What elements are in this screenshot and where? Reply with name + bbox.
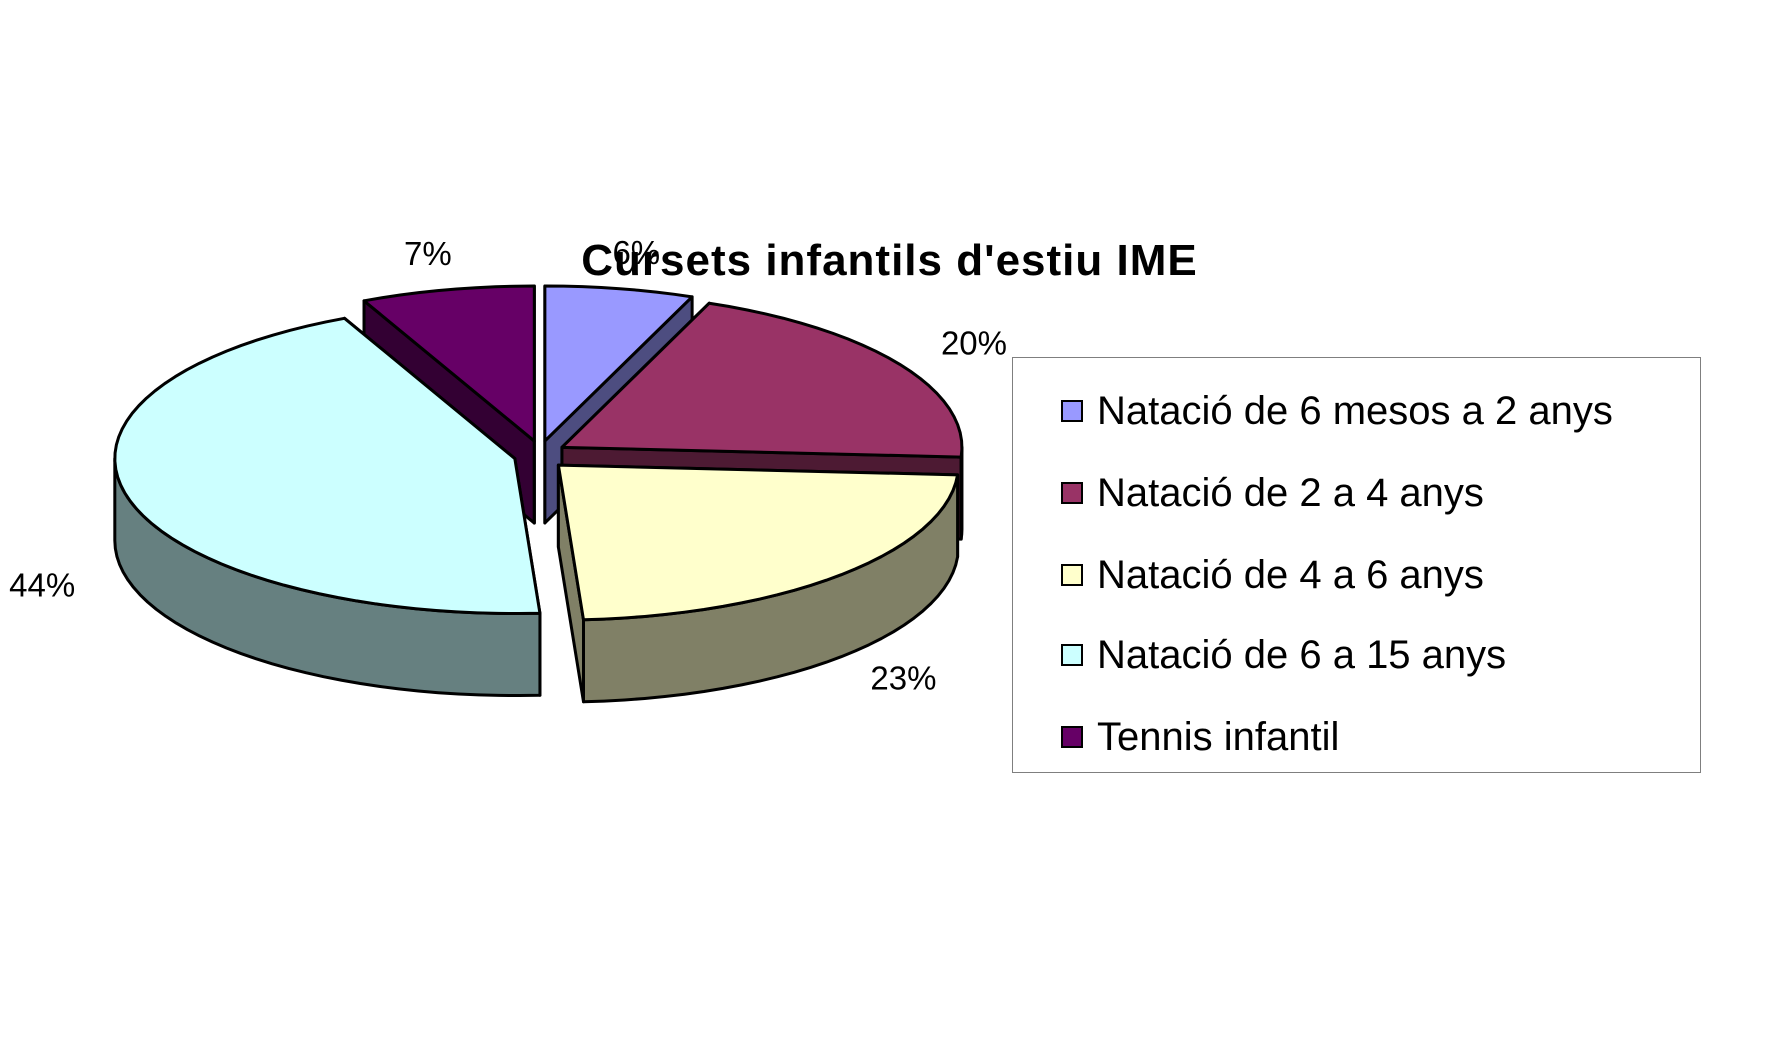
legend-label: Natació de 6 a 15 anys xyxy=(1097,632,1507,677)
legend-swatch xyxy=(1061,644,1083,666)
legend-item: Tennis infantil xyxy=(1061,712,1339,762)
legend-label: Natació de 2 a 4 anys xyxy=(1097,470,1484,515)
slice-3 xyxy=(113,316,542,616)
data-label-3: 44% xyxy=(9,566,75,603)
legend: Natació de 6 mesos a 2 anys Natació de 2 … xyxy=(1012,357,1701,773)
slice-4 xyxy=(362,284,536,443)
legend-swatch xyxy=(1061,482,1083,504)
chart-title: Cursets infantils d'estiu IME xyxy=(581,236,1198,285)
pie-data-labels: 6% 20% 23% 44% 7% xyxy=(9,234,1007,697)
legend-swatch xyxy=(1061,564,1083,586)
data-label-4: 7% xyxy=(404,235,452,272)
legend-item: Natació de 2 a 4 anys xyxy=(1061,468,1484,518)
legend-swatch xyxy=(1061,400,1083,422)
slice-side-1-0 xyxy=(959,445,964,541)
legend-item: Natació de 6 mesos a 2 anys xyxy=(1061,386,1613,436)
legend-label: Natació de 6 mesos a 2 anys xyxy=(1097,388,1613,433)
data-label-0: 6% xyxy=(612,234,660,271)
slice-0 xyxy=(543,284,694,443)
legend-label: Natació de 4 a 6 anys xyxy=(1097,552,1484,597)
pie-tops xyxy=(113,284,964,622)
slice-2 xyxy=(556,463,960,622)
legend-label: Tennis infantil xyxy=(1097,714,1340,759)
slice-1 xyxy=(560,301,964,459)
data-label-2: 23% xyxy=(870,660,936,697)
legend-swatch xyxy=(1061,726,1083,748)
legend-item: Natació de 4 a 6 anys xyxy=(1061,550,1484,600)
data-label-1: 20% xyxy=(941,325,1007,362)
legend-item: Natació de 6 a 15 anys xyxy=(1061,630,1506,680)
